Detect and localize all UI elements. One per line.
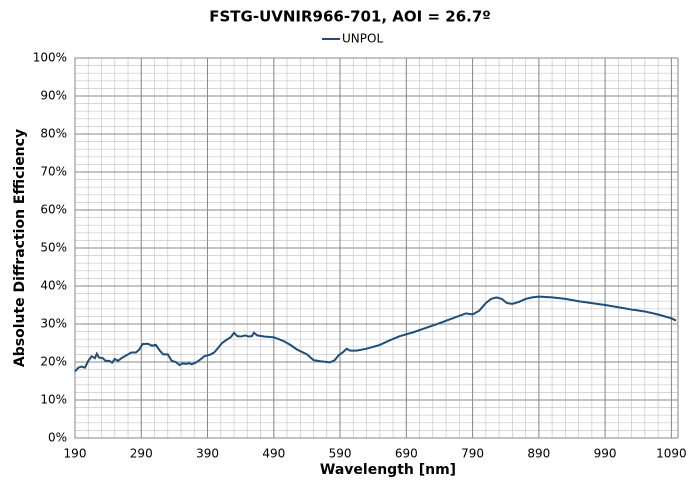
x-tick-label: 990 bbox=[594, 447, 617, 461]
y-tick-label: 40% bbox=[40, 279, 67, 293]
y-tick-label: 30% bbox=[40, 317, 67, 331]
x-tick-label: 690 bbox=[395, 447, 418, 461]
x-tick-label: 590 bbox=[329, 447, 352, 461]
y-tick-label: 60% bbox=[40, 203, 67, 217]
y-tick-label: 70% bbox=[40, 165, 67, 179]
x-tick-label: 190 bbox=[64, 447, 87, 461]
y-tick-label: 20% bbox=[40, 355, 67, 369]
x-tick-label: 790 bbox=[461, 447, 484, 461]
x-tick-label: 390 bbox=[196, 447, 219, 461]
y-tick-label: 100% bbox=[33, 51, 67, 65]
data-line bbox=[74, 295, 677, 373]
x-tick-label: 1090 bbox=[656, 447, 687, 461]
x-axis-title: Wavelength [nm] bbox=[320, 462, 456, 478]
y-axis-title: Absolute Diffraction Efficiency bbox=[12, 129, 28, 367]
chart-title: FSTG-UVNIR966-701, AOI = 26.7º bbox=[209, 8, 490, 26]
x-tick-label: 290 bbox=[130, 447, 153, 461]
legend-label: UNPOL bbox=[342, 32, 383, 46]
y-tick-label: 10% bbox=[40, 393, 67, 407]
x-tick-label: 490 bbox=[262, 447, 285, 461]
y-tick-label: 0% bbox=[48, 431, 67, 445]
x-tick-label: 890 bbox=[527, 447, 550, 461]
y-tick-label: 50% bbox=[40, 241, 67, 255]
y-tick-label: 90% bbox=[40, 89, 67, 103]
y-tick-label: 80% bbox=[40, 127, 67, 141]
plot-frame bbox=[74, 57, 679, 439]
